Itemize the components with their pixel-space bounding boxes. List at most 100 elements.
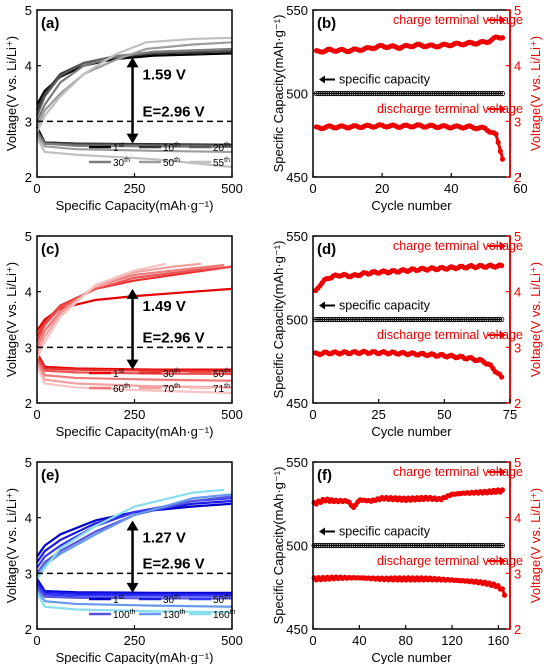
discharge-voltage-marker	[493, 131, 499, 137]
discharge-voltage-annotation: discharge terminal voltage	[377, 102, 523, 116]
legend-superscript: th	[174, 383, 180, 390]
discharge-voltage-marker	[501, 592, 508, 598]
y-right-tick-label: 4	[514, 285, 521, 300]
charge-voltage-annotation: charge terminal voltage	[393, 239, 523, 253]
legend-label: 30th	[113, 157, 130, 169]
y-axis-label: Voltage(V vs. Li/Li⁺)	[4, 262, 19, 377]
charge-curve-0	[36, 287, 233, 332]
y-tick-label: 2	[25, 170, 32, 185]
y-right-tick-label: 4	[514, 59, 521, 74]
y-right-axis-label: Voltage(V vs. Li/Li⁺)	[528, 488, 543, 603]
discharge-curve-2	[36, 583, 232, 597]
legend-superscript: th	[224, 157, 230, 164]
x-tick-label: 0	[33, 181, 40, 196]
voltage-panel-4: 0 250 500 2 3 4 5 (e) 1.27 V E=2.96 V 1st 30th 50th 1…	[4, 455, 243, 664]
charge-voltage-marker	[499, 487, 506, 493]
panel-label: (e)	[41, 467, 59, 484]
x-tick-label: 500	[221, 633, 243, 648]
y-axis-label: Voltage(V vs. Li/Li⁺)	[4, 36, 19, 151]
capacity-marker	[496, 316, 503, 323]
discharge-curve-3	[36, 360, 233, 382]
charge-curve-1	[36, 499, 233, 563]
y-right-tick-label: 5	[514, 229, 521, 244]
x-tick-label: 60	[513, 181, 527, 196]
discharge-curve-1	[36, 581, 233, 596]
legend-superscript: th	[174, 142, 180, 149]
capacity-marker	[497, 90, 503, 97]
charge-arrow-head	[500, 16, 506, 24]
x-tick-label: 20	[375, 181, 389, 196]
gap-arrow-head-up	[126, 520, 139, 531]
equilibrium-voltage-label: E=2.96 V	[143, 329, 205, 346]
legend-label: 1st	[113, 594, 124, 606]
legend-superscript: th	[224, 594, 230, 601]
y-left-tick-label: 450	[286, 396, 308, 411]
x-tick-label: 40	[352, 633, 366, 648]
y-right-tick-label: 3	[514, 340, 521, 355]
y-right-tick-label: 5	[514, 3, 521, 18]
y-left-axis-label: Specific Capacity(mAh·g⁻¹)	[271, 15, 286, 173]
x-tick-label: 0	[33, 407, 40, 422]
y-left-axis-label: Specific Capacity(mAh·g⁻¹)	[271, 241, 286, 399]
y-left-tick-label: 500	[286, 87, 308, 102]
gap-voltage-label: 1.49 V	[143, 298, 186, 315]
y-right-axis-label: Voltage(V vs. Li/Li⁺)	[528, 262, 543, 377]
discharge-curve-3	[36, 586, 232, 600]
legend-superscript: st	[119, 594, 125, 601]
discharge-curve-5	[36, 592, 233, 614]
charge-curve-0	[36, 502, 233, 558]
discharge-arrow-head	[500, 330, 506, 339]
capacity-marker	[497, 542, 503, 549]
legend-superscript: st	[119, 142, 125, 149]
discharge-voltage-annotation: discharge terminal voltage	[377, 554, 523, 568]
y-axis-label: Voltage(V vs. Li/Li⁺)	[4, 488, 19, 603]
legend-superscript: th	[230, 609, 236, 616]
charge-curve-5	[36, 36, 233, 133]
panel-label: (c)	[41, 241, 59, 258]
legend-label: 1st	[113, 142, 124, 154]
y-tick-label: 5	[25, 3, 32, 18]
y-left-tick-label: 550	[286, 455, 308, 470]
x-axis-label: Specific Capacity(mAh·g⁻¹)	[56, 424, 214, 439]
x-axis-label: Cycle number	[371, 650, 452, 664]
legend-superscript: th	[224, 142, 230, 149]
charge-curve-2	[36, 265, 233, 343]
y-tick-label: 5	[25, 455, 32, 470]
charge-curve-3	[36, 495, 233, 574]
charge-voltage-marker	[499, 35, 506, 41]
capacity-arrow-head	[319, 527, 325, 536]
gap-arrow-head-down	[126, 359, 139, 370]
equilibrium-voltage-label: E=2.96 V	[143, 555, 205, 572]
discharge-voltage-marker	[497, 148, 503, 154]
charge-voltage-annotation: charge terminal voltage	[393, 13, 523, 27]
capacity-marker	[499, 90, 506, 97]
y-right-tick-label: 2	[514, 170, 521, 185]
y-left-tick-label: 500	[286, 539, 308, 554]
y-right-tick-label: 4	[514, 511, 521, 526]
y-left-tick-label: 550	[286, 3, 308, 18]
y-tick-label: 2	[25, 622, 32, 637]
legend-label: 50th	[163, 157, 180, 169]
y-left-tick-label: 500	[286, 313, 308, 328]
y-left-axis-label: Specific Capacity(mAh·g⁻¹)	[271, 467, 286, 625]
legend-superscript: th	[124, 383, 130, 390]
charge-curve-5	[36, 488, 225, 580]
capacity-marker	[499, 542, 506, 549]
capacity-arrow-head	[319, 75, 325, 84]
discharge-curve-5	[36, 137, 233, 169]
discharge-voltage-marker	[495, 139, 501, 145]
y-left-tick-label: 450	[286, 622, 308, 637]
x-tick-label: 75	[503, 407, 517, 422]
legend-label: 1st	[113, 368, 124, 380]
charge-voltage-marker	[499, 263, 505, 269]
x-tick-label: 250	[124, 181, 146, 196]
discharge-curve-2	[36, 357, 233, 376]
y-tick-label: 3	[25, 566, 32, 581]
cycle-panel-3: 0 25 50 75 450 500 550 2 3 4 5 (d) charge terminal v…	[271, 229, 543, 439]
discharge-curve-4	[36, 363, 233, 389]
voltage-panel-2: 0 250 500 2 3 4 5 (c) 1.49 V E=2.96 V 1st 30th 50th 6…	[4, 229, 243, 439]
y-tick-label: 3	[25, 114, 32, 129]
